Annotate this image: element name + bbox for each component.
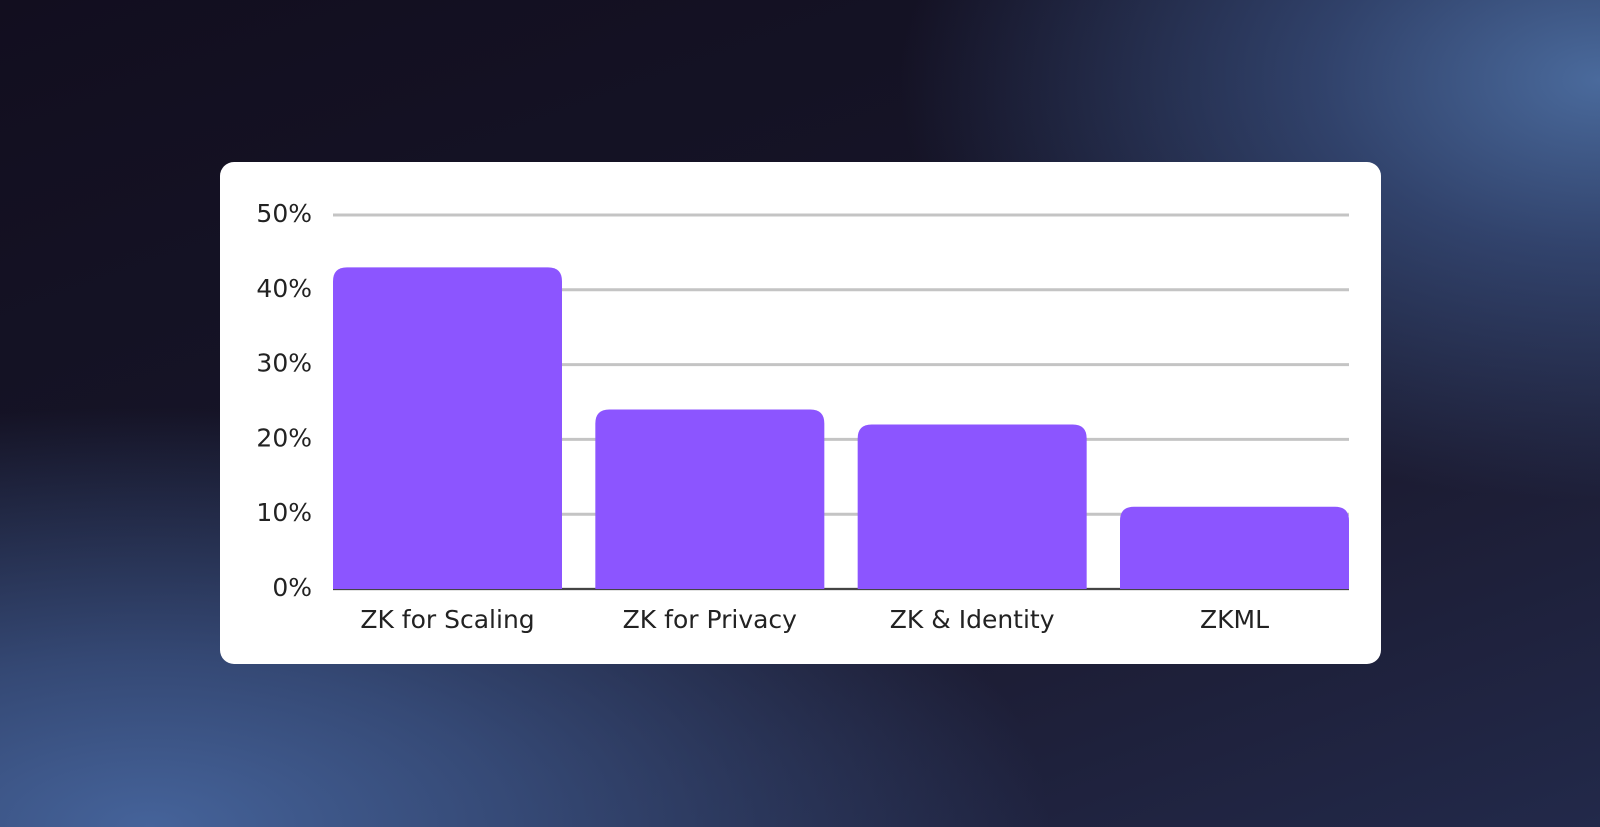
y-tick-label: 10% <box>256 498 312 527</box>
bar <box>857 424 1087 589</box>
bar <box>595 409 825 589</box>
x-tick-label: ZK & Identity <box>890 605 1055 634</box>
y-tick-label: 0% <box>272 573 312 602</box>
y-tick-label: 30% <box>256 349 312 378</box>
y-tick-label: 50% <box>256 199 312 228</box>
x-tick-label: ZK for Privacy <box>623 605 798 634</box>
x-tick-label: ZKML <box>1200 605 1269 634</box>
bar <box>333 267 562 589</box>
x-tick-label: ZK for Scaling <box>360 605 534 634</box>
bar <box>1120 506 1349 589</box>
y-tick-label: 40% <box>256 274 312 303</box>
y-tick-label: 20% <box>256 423 312 452</box>
